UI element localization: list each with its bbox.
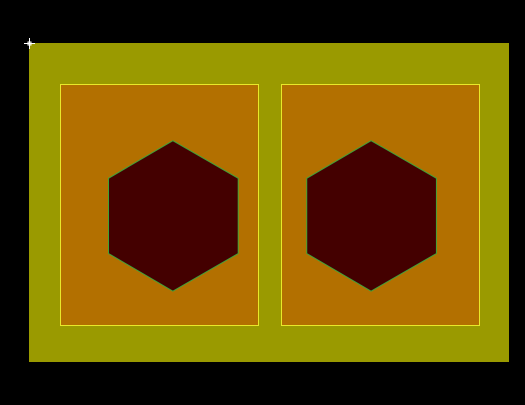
left-hexagon[interactable]: [108, 140, 239, 292]
board[interactable]: [29, 43, 509, 362]
left-panel[interactable]: [60, 84, 259, 326]
left-panel-drawing: [108, 140, 239, 292]
crosshair-cursor-icon: [24, 38, 35, 49]
right-hexagon[interactable]: [306, 140, 437, 292]
right-panel-drawing: [306, 140, 437, 292]
right-panel[interactable]: [281, 84, 480, 326]
